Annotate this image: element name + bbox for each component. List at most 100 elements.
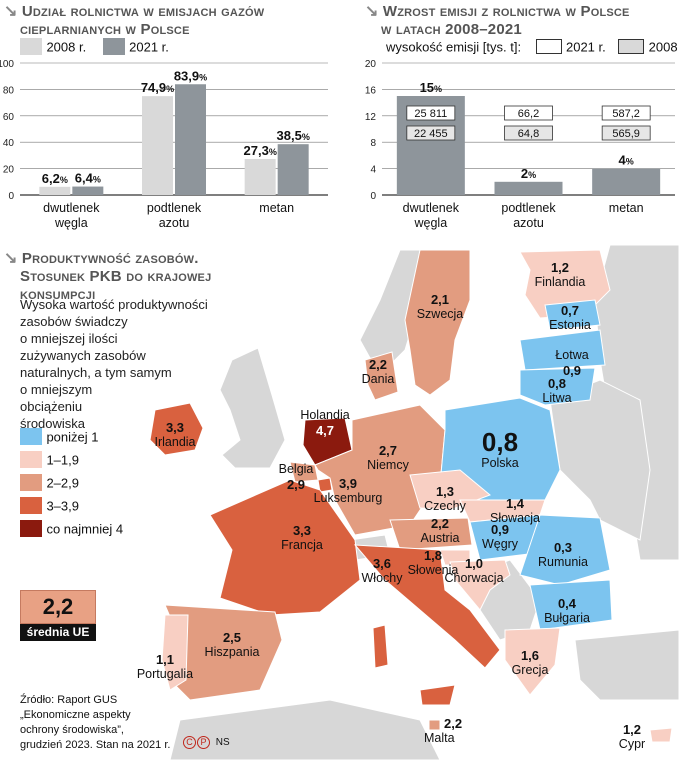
country-label-łotwa: Łotwa 0,9 bbox=[522, 348, 622, 378]
country-value: 1,1 bbox=[155, 652, 175, 667]
chart1-bar-metan-1 bbox=[277, 144, 309, 195]
country-name: Austria bbox=[420, 531, 460, 545]
country-label-irlandia: 3,3 Irlandia bbox=[125, 420, 225, 450]
chart2-ytick-label: 8 bbox=[370, 138, 376, 149]
country-label-grecja: 1,6 Grecja bbox=[480, 648, 580, 678]
chart2-data-label: 15% bbox=[420, 80, 442, 95]
map-portugal bbox=[161, 614, 189, 691]
press-icon: P bbox=[197, 736, 210, 749]
chart2-emission-box-2021 bbox=[601, 105, 651, 121]
country-name: Francja bbox=[281, 538, 323, 552]
country-label-francja: 3,3 Francja bbox=[252, 523, 352, 553]
chart2-emission-value-2008: 22 455 bbox=[414, 128, 448, 140]
country-name: Cypr bbox=[618, 737, 646, 751]
country-label-chorwacja: 1,0 Chorwacja bbox=[424, 556, 524, 586]
chart1-legend: 2008 r. 2021 r. bbox=[20, 38, 169, 56]
country-name: Portugalia bbox=[136, 667, 194, 681]
country-value: 2,2 bbox=[444, 716, 463, 731]
country-label-cypr: 1,2 Cypr bbox=[582, 722, 679, 752]
chart2-emission-value-2021: 25 811 bbox=[414, 108, 447, 120]
chart1-category-label: dwutlenek bbox=[43, 201, 100, 215]
legend-swatch-1-1-9 bbox=[20, 451, 42, 469]
legend-swatch-2008 bbox=[20, 38, 42, 56]
eu-average-value: 2,2 bbox=[20, 590, 96, 624]
country-value: 2,2 bbox=[430, 516, 450, 531]
copyright-icon: C bbox=[183, 736, 196, 749]
map-neutral-africa bbox=[169, 699, 441, 760]
country-label-czechy: 1,3 Czechy bbox=[395, 484, 495, 514]
chart1-ytick-label: 80 bbox=[3, 85, 15, 96]
country-value: 0,7 bbox=[560, 303, 580, 318]
map-denmark bbox=[364, 351, 399, 401]
chart2-ytick-label: 4 bbox=[370, 165, 376, 176]
chart2-emission-value-2021: 66,2 bbox=[518, 108, 539, 120]
arrow-down-right-icon: ↘ bbox=[365, 3, 379, 20]
country-name: Słowacja bbox=[489, 511, 541, 525]
legend-swatch-2-2-9 bbox=[20, 474, 42, 492]
chart1-bar-dwutlenek-węgla-1 bbox=[72, 186, 104, 195]
country-name: Czechy bbox=[424, 499, 466, 513]
chart2-category-label: metan bbox=[609, 201, 644, 215]
map-luxembourg bbox=[317, 477, 333, 493]
map-ireland bbox=[149, 402, 204, 456]
country-name: Węgry bbox=[481, 537, 519, 551]
chart1-bar-dwutlenek-węgla-0 bbox=[39, 186, 71, 195]
map-title: ↘ Produktywność zasobów. Stosunek PKB do… bbox=[4, 250, 212, 303]
map-legend: poniżej 1 1–1,9 2–2,9 3–3,9 co najmniej … bbox=[20, 428, 123, 543]
map-sardinia bbox=[372, 624, 389, 669]
chart2-category-label: azotu bbox=[513, 216, 544, 230]
map-malta bbox=[428, 719, 441, 731]
country-name: Irlandia bbox=[154, 435, 196, 449]
chart2-bar-podtlenek-azotu bbox=[494, 181, 563, 195]
map-neutral-belarus-ukraine bbox=[549, 379, 651, 541]
country-name: Finlandia bbox=[534, 275, 586, 289]
country-label-belgia: Belgia 2,9 bbox=[246, 462, 346, 492]
country-value: 1,3 bbox=[435, 484, 455, 499]
chart2-category-label: podtlenek bbox=[501, 201, 556, 215]
map-neutral-uk bbox=[219, 347, 286, 469]
country-value: 3,3 bbox=[165, 420, 185, 435]
country-label-austria: 2,2 Austria bbox=[390, 516, 490, 546]
legend-swatch-4-plus bbox=[20, 520, 42, 538]
country-value: 1,2 bbox=[622, 722, 642, 737]
country-label-litwa: 0,8 Litwa bbox=[507, 376, 607, 406]
chart2-ytick-label: 16 bbox=[365, 85, 377, 96]
chart1-bar-podtlenek-azotu-1 bbox=[175, 84, 206, 195]
chart1-category-label: azotu bbox=[159, 216, 190, 230]
chart2-ytick-label: 0 bbox=[370, 191, 376, 202]
chart2-category-label: węgla bbox=[413, 216, 447, 230]
country-label-estonia: 0,7 Estonia bbox=[520, 303, 620, 333]
chart2-emission-box-2021 bbox=[406, 105, 456, 121]
country-label-słowenia: 1,8 Słowenia bbox=[383, 548, 483, 578]
country-value: 2,1 bbox=[430, 292, 450, 307]
map-sweden bbox=[404, 249, 471, 396]
country-value: 1,0 bbox=[464, 556, 484, 571]
map-latvia bbox=[519, 329, 606, 371]
country-value: 1,2 bbox=[550, 260, 570, 275]
country-label-słowacja: 1,4 Słowacja bbox=[465, 496, 565, 526]
country-name: Chorwacja bbox=[444, 571, 504, 585]
source-note: Źródło: Raport GUS „Ekonomiczne aspekty … bbox=[20, 694, 171, 751]
map-bulgaria bbox=[529, 579, 613, 631]
country-label-bułgaria: 0,4 Bułgaria bbox=[517, 596, 617, 626]
country-name: Włochy bbox=[361, 571, 403, 585]
country-value: 0,8 bbox=[547, 376, 567, 391]
legend-swatch-2008-box bbox=[618, 39, 645, 55]
country-name: Belgia bbox=[278, 462, 314, 476]
country-value: 0,4 bbox=[557, 596, 577, 611]
chart2-emission-box-2008 bbox=[406, 125, 456, 141]
country-name: Litwa bbox=[542, 391, 572, 405]
country-value: 1,4 bbox=[505, 496, 525, 511]
country-value: 4,7 bbox=[315, 423, 335, 438]
chart1-data-label: 6,4% bbox=[75, 171, 101, 186]
map-romania bbox=[519, 514, 611, 586]
chart1-ytick-label: 20 bbox=[3, 165, 15, 176]
country-label-luksemburg: 3,9 Luksemburg bbox=[298, 476, 398, 506]
chart1-data-label: 6,2% bbox=[42, 171, 68, 186]
country-name: Szwecja bbox=[416, 307, 464, 321]
legend-swatch-2021-box bbox=[535, 39, 562, 55]
country-label-szwecja: 2,1 Szwecja bbox=[390, 292, 490, 322]
chart2-emission-value-2021: 587,2 bbox=[612, 108, 640, 120]
